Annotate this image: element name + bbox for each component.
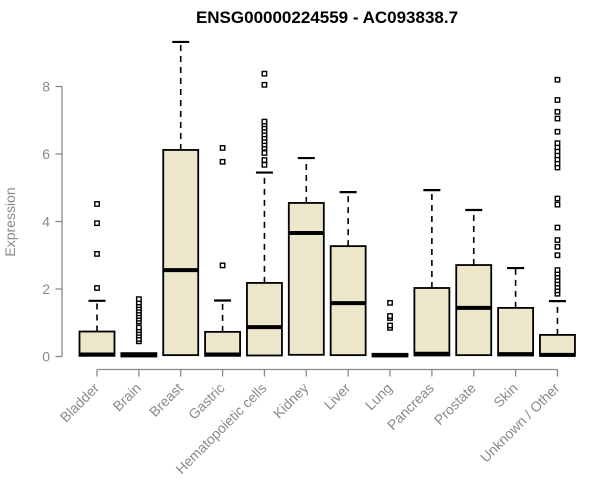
y-tick-label: 8 <box>42 79 50 95</box>
outlier-point <box>261 157 268 163</box>
outlier-point <box>94 285 100 291</box>
outlier-point <box>261 118 268 125</box>
x-tick-label: Brain <box>110 380 144 414</box>
outlier-point <box>219 145 226 151</box>
outlier-point <box>554 201 561 208</box>
outlier-point <box>554 76 561 83</box>
outlier-point <box>387 322 393 329</box>
outlier-point <box>261 70 268 77</box>
outlier-point <box>554 237 561 243</box>
y-tick-label: 6 <box>42 146 50 162</box>
x-tick-label: Breast <box>146 380 186 420</box>
x-tick-label: Kidney <box>270 380 312 422</box>
x-tick-label: Prostate <box>431 380 479 428</box>
outlier-point <box>554 267 561 273</box>
outlier-point <box>261 161 268 168</box>
chart-title: ENSG00000224559 - AC093838.7 <box>196 8 458 27</box>
outlier-point <box>554 252 561 259</box>
x-tick-label: Bladder <box>57 380 103 426</box>
outlier-point <box>554 108 561 115</box>
outlier-point <box>261 81 268 88</box>
box-pancreas <box>413 287 451 357</box>
outlier-point <box>219 158 226 165</box>
outlier-point <box>387 313 393 319</box>
y-tick-label: 0 <box>42 349 50 365</box>
box-kidney <box>287 202 325 356</box>
outlier-point <box>554 115 561 122</box>
outlier-point <box>261 150 268 156</box>
outlier-point <box>94 220 100 227</box>
outlier-point <box>135 324 142 331</box>
x-tick-label: Liver <box>321 380 354 413</box>
outlier-point <box>554 97 561 103</box>
box-liver <box>329 245 367 357</box>
outlier-point <box>554 195 561 202</box>
outlier-point <box>135 296 142 303</box>
outlier-point <box>94 201 100 207</box>
outlier-point <box>387 299 393 306</box>
outlier-point <box>554 128 561 135</box>
x-tick-label: Unknown / Other <box>477 380 563 466</box>
outlier-point <box>554 224 561 231</box>
y-tick-label: 2 <box>42 281 50 297</box>
y-axis-label: Expression <box>2 187 18 256</box>
outlier-point <box>94 250 100 257</box>
x-tick-label: Lung <box>362 380 395 413</box>
x-tick-label: Pancreas <box>384 380 437 433</box>
y-tick-label: 4 <box>42 214 50 230</box>
outlier-point <box>219 262 226 269</box>
box-gastric <box>204 330 241 357</box>
box-breast <box>162 149 200 357</box>
outlier-point <box>554 140 561 147</box>
box-prostate <box>455 264 493 357</box>
outlier-point <box>554 243 561 250</box>
box-bladder <box>78 330 116 357</box>
x-tick-label: Skin <box>490 380 521 411</box>
box-unknown-other <box>539 333 576 357</box>
box-skin <box>497 306 535 357</box>
box-hematopoietic-cells <box>246 282 283 357</box>
